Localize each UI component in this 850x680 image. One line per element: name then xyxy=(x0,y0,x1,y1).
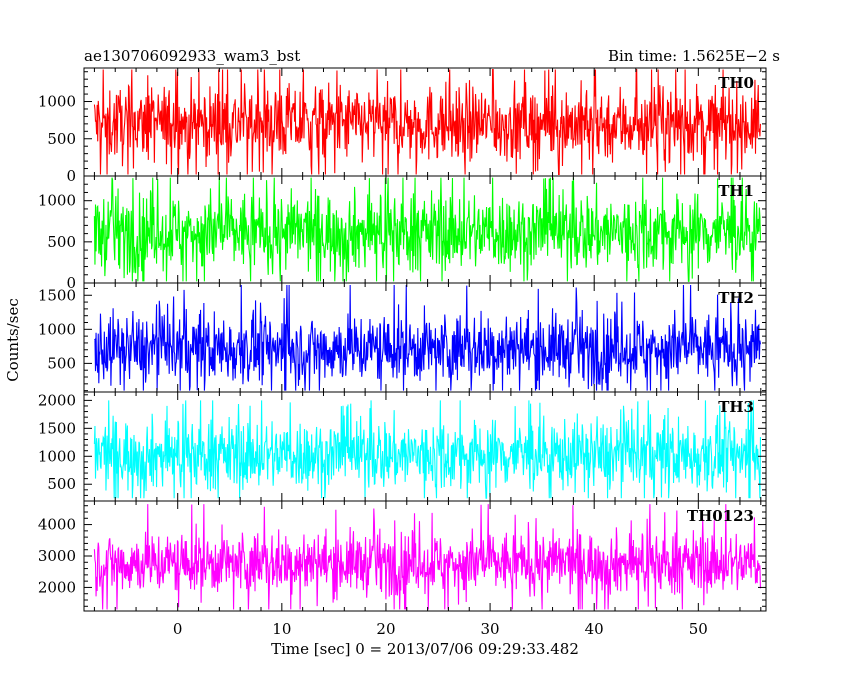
panel-label-th2: TH2 xyxy=(718,289,754,307)
panel-th0123: 2000 3000 4000 TH0123 xyxy=(38,500,767,612)
y-tick-label: 500 xyxy=(47,233,76,251)
series-th2 xyxy=(94,285,762,391)
series-th0 xyxy=(93,68,762,176)
panel-th1: 0 500 1000 TH1 xyxy=(38,175,767,292)
series-th3 xyxy=(93,400,762,499)
y-axis-label: Counts/sec xyxy=(4,298,22,382)
x-tick-label: 20 xyxy=(376,620,395,638)
x-axis-label: Time [sec] 0 = 2013/07/06 09:29:33.482 xyxy=(271,640,579,658)
y-tick-label: 3000 xyxy=(38,547,76,565)
panel-label-th0123: TH0123 xyxy=(687,507,754,525)
panel-th3: 500 1000 1500 2000 TH3 xyxy=(38,391,767,502)
y-tick-label: 1000 xyxy=(38,93,76,111)
chart-title: ae130706092933_wam3_bst xyxy=(84,47,300,65)
series-th1 xyxy=(93,177,762,282)
y-tick-label: 0 xyxy=(66,167,76,185)
y-tick-label: 500 xyxy=(47,130,76,148)
x-tick-label: 40 xyxy=(585,620,604,638)
y-tick-label: 0 xyxy=(66,274,76,292)
y-tick-label: 2000 xyxy=(38,391,76,409)
x-tick-label: 10 xyxy=(272,620,291,638)
panel-th0: 0 500 1000 TH0 xyxy=(38,67,767,185)
x-tick-label: 0 xyxy=(173,620,183,638)
series-th0123 xyxy=(93,504,762,610)
y-tick-label: 1000 xyxy=(38,447,76,465)
bin-time-label: Bin time: 1.5625E−2 s xyxy=(608,47,780,65)
x-tick-label: 50 xyxy=(689,620,708,638)
panel-th2: 500 1000 1500 TH2 xyxy=(38,282,767,393)
panel-label-th3: TH3 xyxy=(718,398,754,416)
y-tick-label: 1500 xyxy=(38,419,76,437)
panel-label-th0: TH0 xyxy=(718,74,754,92)
y-tick-label: 4000 xyxy=(38,516,76,534)
y-tick-label: 1000 xyxy=(38,192,76,210)
y-tick-label: 2000 xyxy=(38,578,76,596)
panel-label-th1: TH1 xyxy=(718,182,754,200)
y-tick-label: 1500 xyxy=(38,286,76,304)
y-tick-label: 1000 xyxy=(38,320,76,338)
y-tick-label: 500 xyxy=(47,354,76,372)
x-tick-label: 30 xyxy=(481,620,500,638)
y-tick-label: 500 xyxy=(47,475,76,493)
